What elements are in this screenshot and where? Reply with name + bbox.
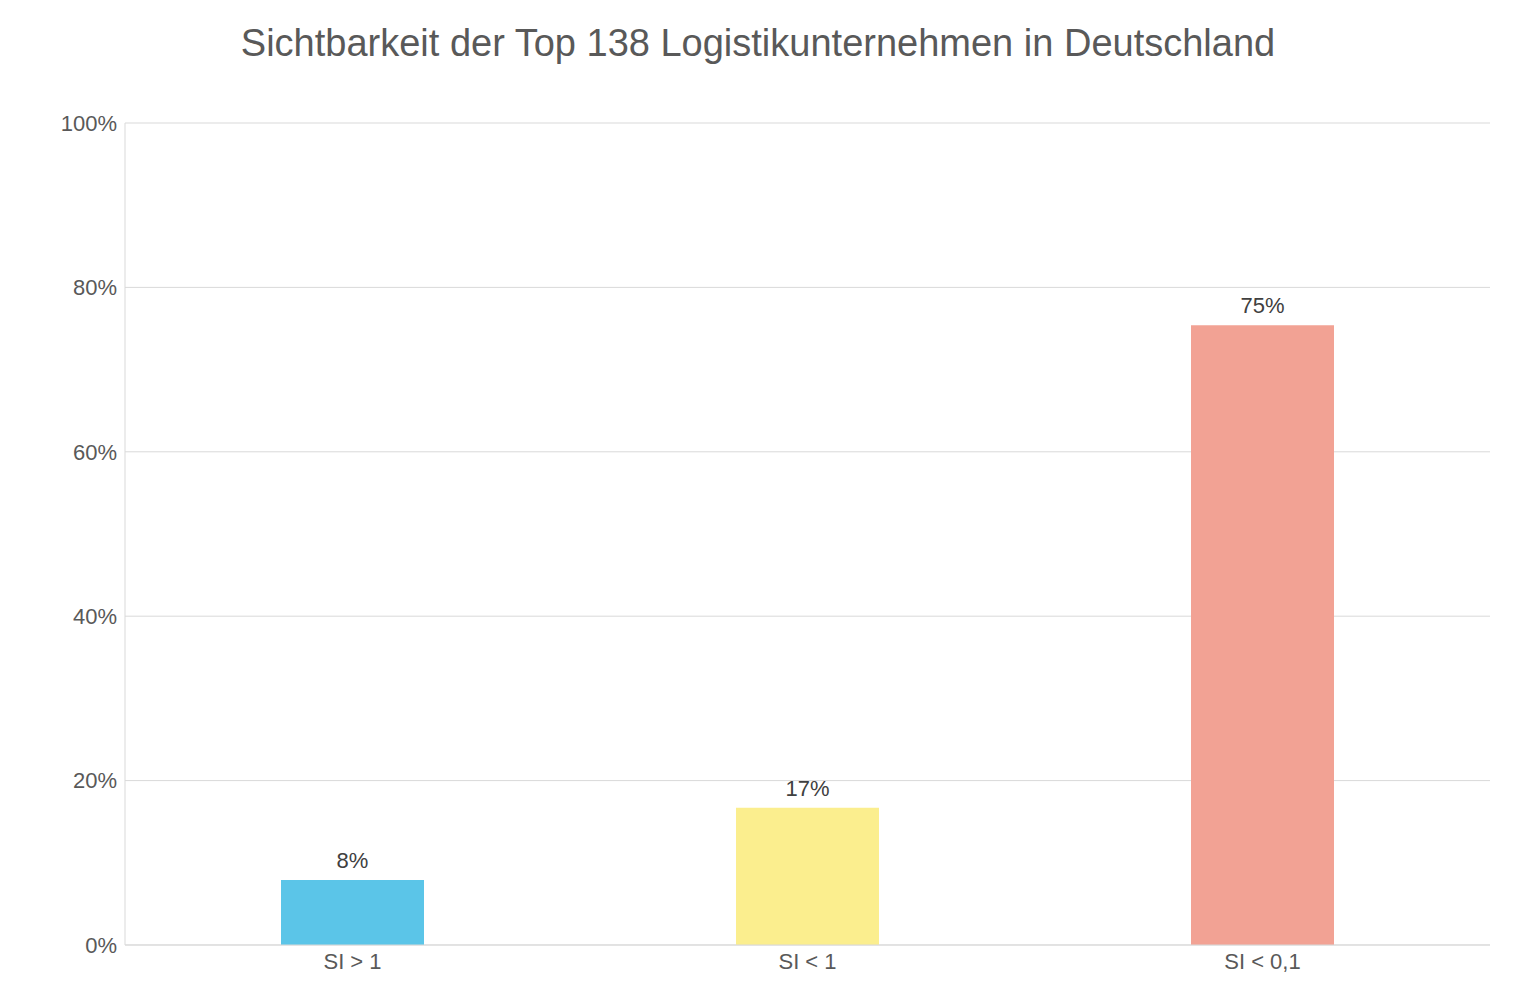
svg-text:SI > 1: SI > 1 [323, 949, 381, 974]
svg-text:100%: 100% [61, 111, 117, 136]
svg-text:17%: 17% [785, 776, 829, 801]
svg-text:20%: 20% [73, 768, 117, 793]
html-text:Sichtbarkeit der Top 138 Logis: Sichtbarkeit der Top 138 Logistikunterne… [240, 22, 1276, 64]
svg-text:80%: 80% [73, 275, 117, 300]
svg-text:SI < 1: SI < 1 [778, 949, 836, 974]
svg-text:0%: 0% [85, 933, 117, 958]
svg-text:SI < 0,1: SI < 0,1 [1224, 949, 1300, 974]
svg-text:75%: 75% [1240, 293, 1284, 318]
svg-text:8%: 8% [337, 848, 369, 873]
svg-text:60%: 60% [73, 440, 117, 465]
svg-text:40%: 40% [73, 604, 117, 629]
